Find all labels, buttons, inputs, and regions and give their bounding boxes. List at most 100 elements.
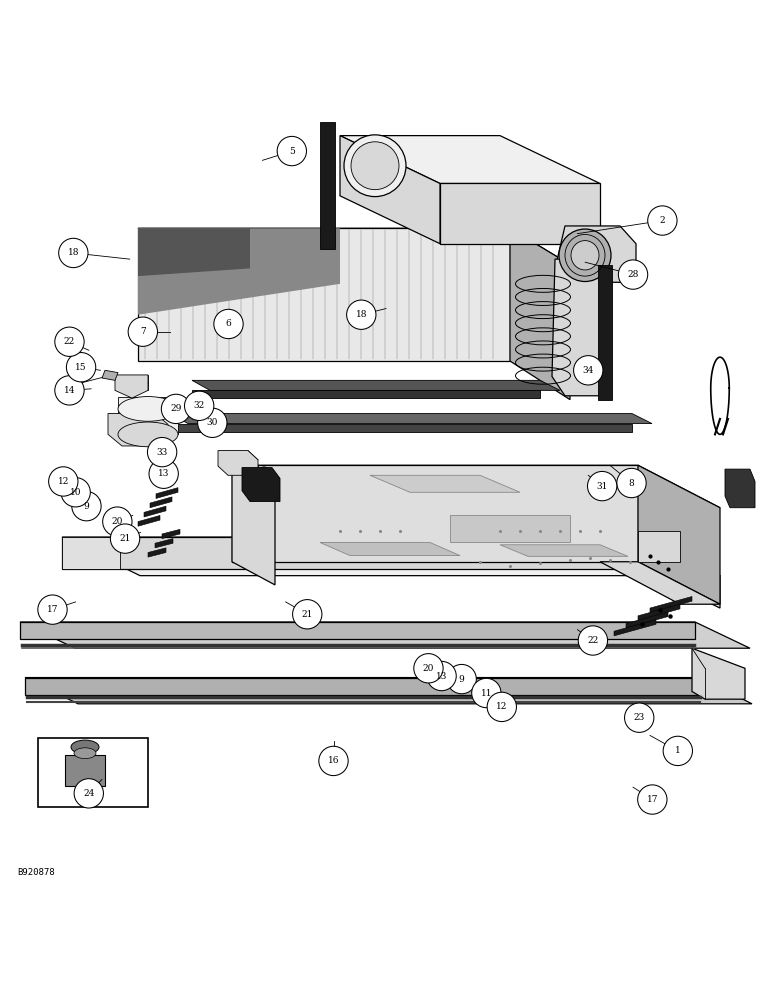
Circle shape	[587, 471, 617, 501]
Polygon shape	[138, 228, 510, 361]
Polygon shape	[138, 228, 570, 265]
Circle shape	[103, 507, 132, 536]
Text: 9: 9	[83, 502, 90, 511]
Ellipse shape	[71, 740, 99, 754]
Ellipse shape	[118, 397, 178, 421]
Ellipse shape	[344, 135, 406, 197]
Text: 20: 20	[423, 664, 434, 673]
Text: 18: 18	[68, 248, 79, 257]
Circle shape	[578, 626, 608, 655]
Circle shape	[185, 391, 214, 420]
Polygon shape	[108, 414, 168, 446]
Text: 33: 33	[157, 448, 168, 457]
Polygon shape	[148, 548, 166, 557]
Text: 13: 13	[158, 469, 169, 478]
Circle shape	[38, 595, 67, 624]
Circle shape	[447, 664, 476, 694]
Polygon shape	[138, 228, 250, 276]
Text: 17: 17	[47, 605, 58, 614]
Polygon shape	[25, 678, 752, 704]
Text: 22: 22	[64, 337, 75, 346]
Text: 32: 32	[194, 401, 205, 410]
Polygon shape	[242, 468, 280, 502]
Circle shape	[128, 317, 157, 346]
Circle shape	[214, 309, 243, 339]
Polygon shape	[638, 604, 680, 620]
Text: 11: 11	[481, 688, 492, 698]
Polygon shape	[102, 370, 118, 380]
Circle shape	[487, 692, 516, 722]
Polygon shape	[650, 596, 692, 613]
Polygon shape	[62, 537, 642, 569]
Polygon shape	[500, 545, 628, 556]
Ellipse shape	[559, 229, 611, 282]
Polygon shape	[450, 515, 570, 542]
Polygon shape	[192, 380, 560, 390]
Polygon shape	[138, 515, 160, 526]
Polygon shape	[138, 228, 340, 315]
Circle shape	[472, 678, 501, 708]
Circle shape	[59, 238, 88, 268]
Text: 14: 14	[64, 386, 75, 395]
Polygon shape	[440, 183, 600, 244]
Circle shape	[198, 408, 227, 437]
Polygon shape	[510, 228, 570, 400]
Circle shape	[638, 785, 667, 814]
Circle shape	[319, 746, 348, 776]
Text: 20: 20	[112, 517, 123, 526]
Text: 2: 2	[659, 216, 665, 225]
Text: 12: 12	[496, 702, 507, 711]
Text: 7: 7	[140, 327, 146, 336]
Circle shape	[147, 437, 177, 467]
Circle shape	[427, 661, 456, 691]
Text: 18: 18	[356, 310, 367, 319]
Polygon shape	[156, 488, 178, 498]
Ellipse shape	[260, 467, 268, 475]
Text: 9: 9	[459, 675, 465, 684]
Polygon shape	[340, 136, 440, 244]
Polygon shape	[118, 397, 178, 434]
Circle shape	[49, 467, 78, 496]
Polygon shape	[162, 529, 180, 539]
Polygon shape	[552, 259, 600, 396]
Polygon shape	[598, 265, 612, 400]
Polygon shape	[600, 562, 720, 604]
Polygon shape	[642, 537, 720, 608]
Circle shape	[293, 600, 322, 629]
Text: 34: 34	[583, 366, 594, 375]
Polygon shape	[62, 537, 720, 576]
Polygon shape	[144, 506, 166, 517]
Ellipse shape	[571, 241, 599, 270]
Circle shape	[618, 260, 648, 289]
Text: 10: 10	[70, 488, 81, 497]
Text: 24: 24	[83, 789, 94, 798]
Ellipse shape	[351, 142, 399, 190]
Circle shape	[110, 524, 140, 553]
Text: 31: 31	[597, 482, 608, 491]
Polygon shape	[150, 497, 172, 508]
Polygon shape	[638, 531, 680, 562]
Text: 22: 22	[587, 636, 598, 645]
Polygon shape	[115, 375, 148, 398]
Circle shape	[149, 459, 178, 488]
Circle shape	[414, 654, 443, 683]
Polygon shape	[614, 620, 656, 636]
Circle shape	[55, 376, 84, 405]
Text: 21: 21	[120, 534, 130, 543]
Circle shape	[617, 468, 646, 498]
Text: 17: 17	[647, 795, 658, 804]
Polygon shape	[556, 226, 636, 282]
Polygon shape	[25, 678, 700, 695]
Polygon shape	[320, 122, 335, 249]
Polygon shape	[638, 465, 720, 604]
Circle shape	[74, 779, 103, 808]
Circle shape	[648, 206, 677, 235]
Polygon shape	[38, 738, 148, 807]
Polygon shape	[232, 465, 275, 585]
Circle shape	[625, 703, 654, 732]
Circle shape	[663, 736, 692, 766]
Text: 21: 21	[302, 610, 313, 619]
Polygon shape	[725, 469, 755, 508]
Polygon shape	[218, 451, 258, 475]
Circle shape	[161, 394, 191, 424]
